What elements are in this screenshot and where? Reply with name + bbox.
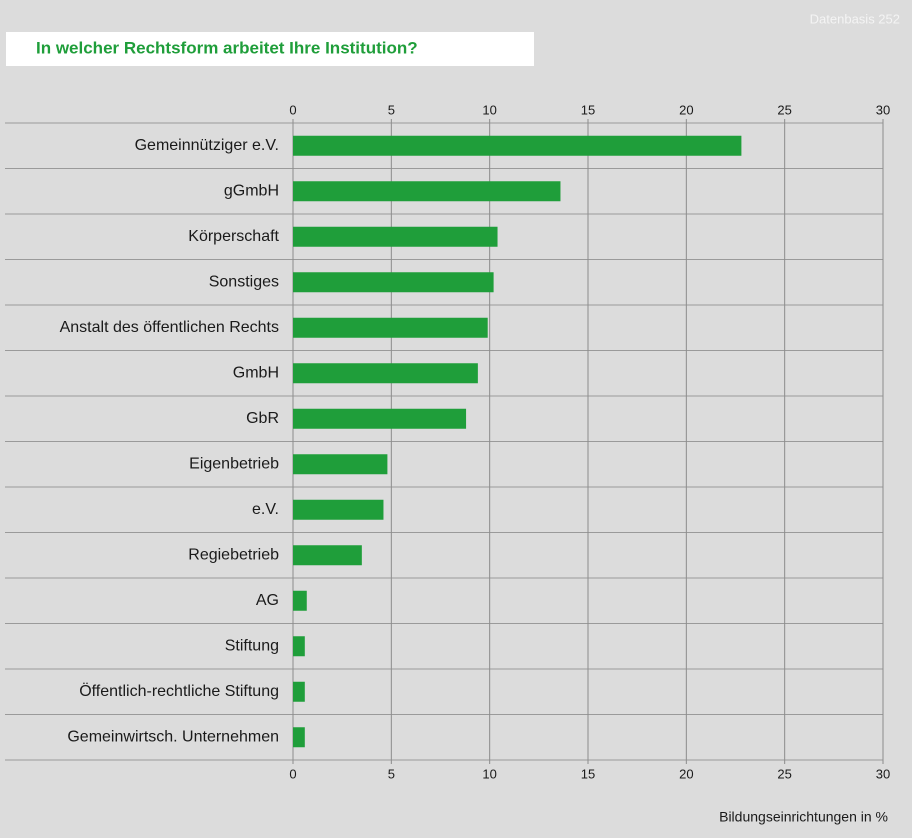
y-tick-label: Gemeinnütziger e.V.: [135, 137, 279, 154]
bar: [293, 363, 478, 384]
x-tick-label: 5: [388, 766, 395, 781]
bar: [293, 317, 488, 338]
x-tick-label: 10: [482, 766, 496, 781]
bar: [293, 181, 561, 202]
x-tick-label: 20: [679, 102, 693, 117]
y-tick-label: Eigenbetrieb: [189, 455, 279, 472]
y-tick-label: Gemeinwirtsch. Unternehmen: [67, 728, 279, 745]
x-tick-label: 15: [581, 102, 595, 117]
y-tick-label: GbR: [246, 410, 279, 427]
x-tick-label: 0: [289, 102, 296, 117]
chart-title: In welcher Rechtsform arbeitet Ihre Inst…: [36, 38, 418, 57]
bar: [293, 226, 498, 247]
x-tick-label: 15: [581, 766, 595, 781]
bar: [293, 454, 388, 475]
y-tick-label: Körperschaft: [188, 228, 279, 245]
x-tick-label: 0: [289, 766, 296, 781]
bar: [293, 499, 384, 520]
bar: [293, 681, 305, 702]
x-tick-label: 20: [679, 766, 693, 781]
bar: [293, 135, 742, 156]
bar: [293, 272, 494, 293]
x-tick-label: 5: [388, 102, 395, 117]
y-tick-label: Anstalt des öffentlichen Rechts: [60, 319, 279, 336]
bar: [293, 408, 467, 429]
bar: [293, 727, 305, 748]
x-tick-label: 10: [482, 102, 496, 117]
bar: [293, 590, 307, 611]
title-box: [6, 32, 534, 66]
x-tick-label: 25: [777, 766, 791, 781]
x-tick-label: 30: [876, 102, 890, 117]
y-tick-label: Stiftung: [225, 637, 279, 654]
x-axis-label: Bildungseinrichtungen in %: [719, 809, 888, 825]
y-tick-label: Regiebetrieb: [188, 546, 279, 563]
bar: [293, 545, 362, 566]
x-tick-label: 30: [876, 766, 890, 781]
bar: [293, 636, 305, 657]
subtitle: Datenbasis 252: [810, 11, 900, 26]
y-tick-label: AG: [256, 592, 279, 609]
y-tick-label: Öffentlich-rechtliche Stiftung: [79, 682, 279, 700]
x-tick-label: 25: [777, 102, 791, 117]
y-tick-label: e.V.: [252, 501, 279, 518]
y-tick-label: Sonstiges: [209, 273, 279, 290]
y-tick-label: gGmbH: [224, 182, 279, 199]
y-tick-label: GmbH: [233, 364, 279, 381]
